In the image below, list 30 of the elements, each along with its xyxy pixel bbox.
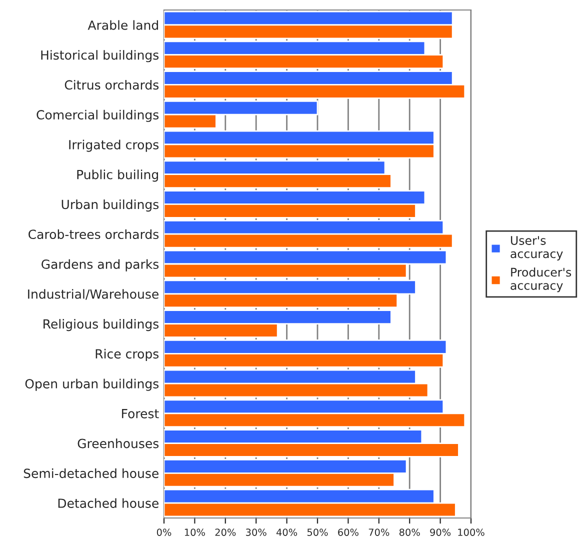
y-tick-label: Comercial buildings — [36, 110, 159, 122]
x-tick-label: 100% — [458, 528, 484, 536]
x-tick-label: 50% — [307, 528, 328, 536]
y-tick-label: Industrial/Warehouse — [28, 289, 158, 300]
y-tick-label: Irrigated crops — [69, 140, 159, 152]
x-tick-label: 80% — [399, 528, 420, 536]
y-tick-label: Greenhouses — [78, 438, 159, 448]
y-tick-label: Arable land — [88, 20, 158, 30]
x-tick-label: 0% — [156, 528, 172, 536]
legend-label: User's accuracy — [510, 236, 563, 260]
x-tick-label: 40% — [276, 528, 298, 536]
y-tick-label: Rice crops — [96, 348, 159, 361]
y-tick-label: Gardens and parks — [42, 259, 159, 272]
y-tick-label: Forest — [122, 409, 159, 418]
y-tick-label: Religious buildings — [44, 319, 159, 332]
y-tick-label: Public builing — [77, 170, 158, 182]
y-tick-label: Carob-trees orchards — [28, 229, 159, 240]
x-tick-label: 60% — [338, 528, 358, 536]
x-tick-label: 10% — [184, 528, 205, 536]
y-tick-label: Detached house — [58, 498, 158, 508]
y-tick-label: Historical buildings — [41, 50, 159, 62]
legend-label: Producer's accuracy — [510, 268, 572, 292]
x-tick-label: 20% — [215, 528, 236, 536]
y-tick-label: Open urban buildings — [25, 378, 159, 391]
y-tick-label: Urban buildings — [62, 199, 159, 212]
x-tick-label: 30% — [246, 528, 266, 536]
y-tick-label: Citrus orchards — [64, 80, 159, 90]
x-tick-label: 90% — [430, 528, 451, 536]
y-tick-label: Semi-detached house — [24, 468, 158, 478]
x-tick-label: 70% — [368, 528, 390, 536]
